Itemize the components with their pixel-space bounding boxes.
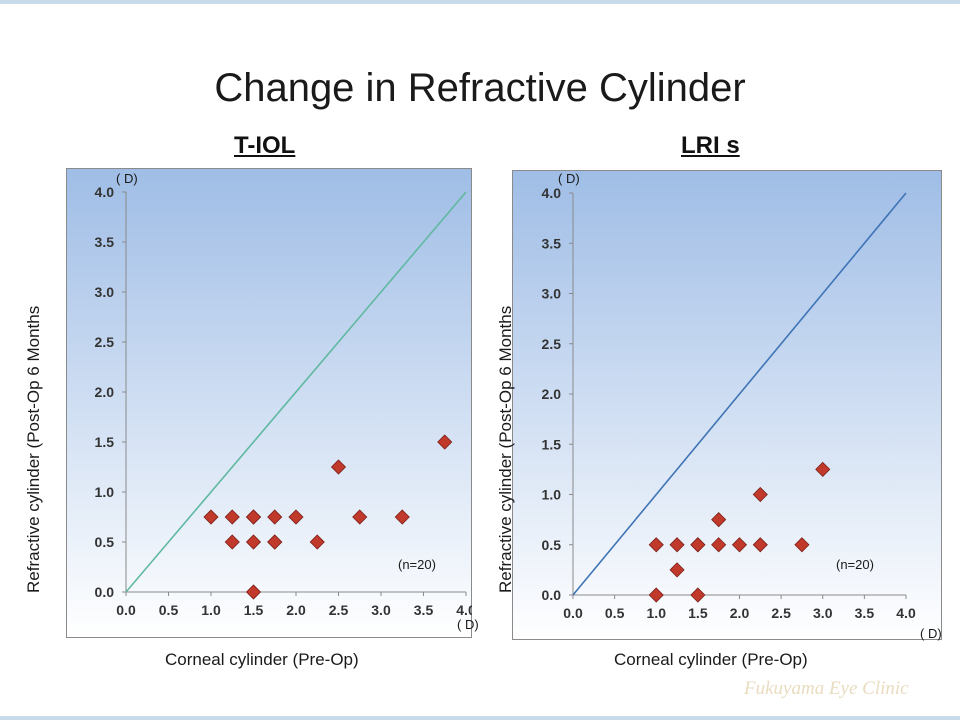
data-point xyxy=(690,587,706,603)
data-point xyxy=(224,534,240,550)
data-point xyxy=(267,509,283,525)
data-point xyxy=(731,537,748,553)
data-point xyxy=(267,534,283,550)
data-point xyxy=(648,537,664,553)
x-unit-lris: ( D) xyxy=(920,626,942,641)
x-tick-label: 3.0 xyxy=(371,602,391,618)
data-point xyxy=(752,537,768,553)
lris-scatter-chart: 0.0 0.5 1.0 1.5 2.0 2.5 3.0 3.5 4.0 0.0 0.5 1.0 1.5 2… xyxy=(512,170,942,640)
data-point xyxy=(794,537,810,553)
data-point xyxy=(752,486,768,503)
x-tick-label: 0.0 xyxy=(563,605,583,621)
y-tick-label: 3.0 xyxy=(542,286,562,302)
x-tick-label: 3.0 xyxy=(813,605,833,621)
panel-label-lris: LRI s xyxy=(681,132,740,159)
chart-svg: 0.0 0.5 1.0 1.5 2.0 2.5 3.0 3.5 4.0 0.0 0.5 1.0 1.5 2… xyxy=(66,168,472,638)
y-tick-label: 1.0 xyxy=(95,484,115,500)
x-tick-label: 2.0 xyxy=(286,602,306,618)
x-unit-tiol: ( D) xyxy=(457,617,479,632)
x-tick-label: 2.0 xyxy=(730,605,750,621)
tiol-scatter-chart: 0.0 0.5 1.0 1.5 2.0 2.5 3.0 3.5 4.0 0.0 0.5 1.0 1.5 2… xyxy=(66,168,472,638)
x-tick-label: 4.0 xyxy=(456,602,472,618)
data-point xyxy=(245,509,262,525)
data-point xyxy=(224,509,240,525)
slide-title: Change in Refractive Cylinder xyxy=(214,66,746,110)
bottom-rule xyxy=(0,716,960,720)
data-point xyxy=(245,534,262,550)
data-point xyxy=(394,509,410,525)
y-tick-label: 2.5 xyxy=(95,334,115,350)
x-tick-label: 2.5 xyxy=(329,602,349,618)
data-point xyxy=(711,512,727,528)
panel-label-tiol: T-IOL xyxy=(234,132,296,159)
y-tick-label: 1.5 xyxy=(542,436,562,452)
plot-background xyxy=(66,168,472,638)
y-tick-label: 4.0 xyxy=(542,185,562,201)
x-tick-label: 0.5 xyxy=(605,605,625,621)
y-tick-label: 2.5 xyxy=(542,336,562,352)
n-annotation-lris: (n=20) xyxy=(836,557,874,572)
y-tick-label: 1.5 xyxy=(95,434,115,450)
reference-line xyxy=(572,192,907,596)
y-tick-label: 3.5 xyxy=(542,235,562,251)
x-axis-label-tiol: Corneal cylinder (Pre-Op) xyxy=(165,650,359,669)
x-tick-label: 1.0 xyxy=(647,605,667,621)
reference-line xyxy=(125,191,467,593)
y-axis-label-tiol: Refractive cylinder (Post-Op 6 Months xyxy=(24,305,43,593)
data-point xyxy=(352,509,368,525)
data-point xyxy=(711,537,727,553)
x-tick-label: 0.5 xyxy=(159,602,179,618)
y-tick-label: 0.5 xyxy=(95,534,115,550)
x-tick-label: 3.5 xyxy=(414,602,434,618)
x-tick-label: 3.5 xyxy=(855,605,875,621)
y-unit-lris: ( D) xyxy=(558,171,580,186)
x-tick-label: 1.5 xyxy=(688,605,708,621)
data-point xyxy=(437,434,453,450)
data-point xyxy=(203,509,219,525)
y-tick-label: 3.5 xyxy=(95,234,115,250)
n-annotation-tiol: (n=20) xyxy=(398,557,436,572)
y-tick-label: 3.0 xyxy=(95,284,115,300)
y-unit-tiol: ( D) xyxy=(116,171,138,186)
data-point xyxy=(245,584,262,600)
data-point xyxy=(815,461,831,477)
plot-background xyxy=(512,170,942,640)
y-tick-label: 0.0 xyxy=(542,587,562,603)
x-axis-label-lris: Corneal cylinder (Pre-Op) xyxy=(614,650,808,669)
x-tick-label: 0.0 xyxy=(116,602,136,618)
y-tick-label: 4.0 xyxy=(95,184,115,200)
x-tick-label: 1.0 xyxy=(201,602,221,618)
y-tick-label: 0.5 xyxy=(542,537,562,553)
top-rule xyxy=(0,0,960,4)
chart-svg: 0.0 0.5 1.0 1.5 2.0 2.5 3.0 3.5 4.0 0.0 0.5 1.0 1.5 2… xyxy=(512,170,942,640)
data-point xyxy=(669,537,685,553)
y-axis-label-lris: Refractive cylinder (Post-Op 6 Months xyxy=(496,305,515,593)
x-tick-label: 1.5 xyxy=(244,602,264,618)
y-tick-label: 2.0 xyxy=(95,384,115,400)
data-point xyxy=(669,562,685,578)
data-point xyxy=(309,534,325,550)
y-tick-label: 2.0 xyxy=(542,386,562,402)
data-point xyxy=(330,459,347,475)
x-tick-label: 2.5 xyxy=(771,605,791,621)
y-tick-label: 1.0 xyxy=(542,487,562,503)
data-point xyxy=(690,537,706,553)
clinic-watermark: Fukuyama Eye Clinic xyxy=(744,678,909,699)
data-point xyxy=(288,509,304,525)
x-tick-label: 4.0 xyxy=(896,605,916,621)
y-tick-label: 0.0 xyxy=(95,584,115,600)
data-point xyxy=(648,587,664,603)
